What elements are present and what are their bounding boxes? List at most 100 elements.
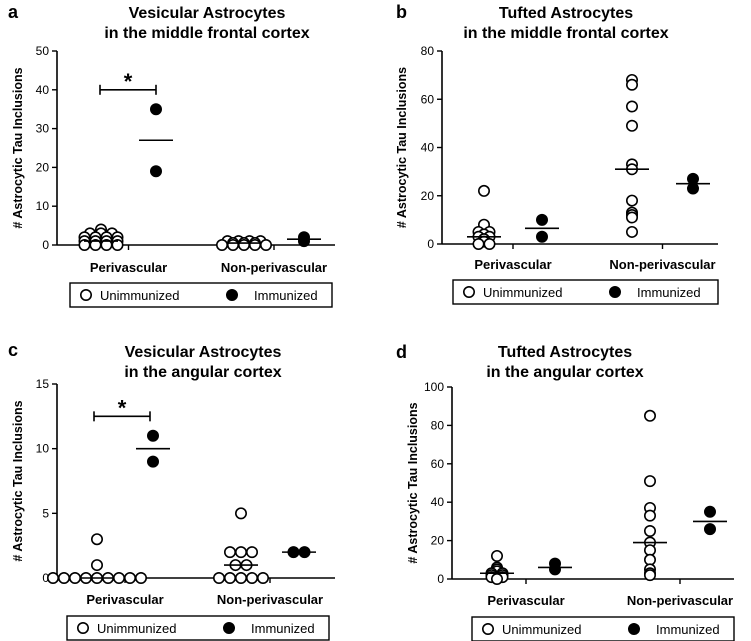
legend-marker-immunized bbox=[608, 285, 621, 298]
y-axis-label: # Astrocytic Tau Inclusions bbox=[11, 67, 25, 228]
data-point-unimmunized bbox=[625, 78, 638, 91]
data-point-immunized bbox=[150, 103, 163, 116]
y-tick-label: 0 bbox=[437, 572, 444, 586]
legend: Unimmunized Immunized bbox=[471, 616, 735, 641]
x-category-label: Perivascular bbox=[86, 592, 163, 607]
data-point-unimmunized bbox=[135, 571, 148, 584]
data-point-immunized bbox=[686, 182, 699, 195]
y-tick-label: 15 bbox=[36, 377, 50, 391]
data-point-immunized bbox=[535, 213, 548, 226]
data-point-unimmunized bbox=[91, 533, 104, 546]
y-axis-label: # Astrocytic Tau Inclusions bbox=[406, 402, 420, 563]
y-tick-label: 60 bbox=[431, 457, 445, 471]
data-point-immunized bbox=[703, 523, 716, 536]
data-point-unimmunized bbox=[643, 524, 656, 537]
data-point-unimmunized bbox=[490, 572, 503, 585]
data-point-unimmunized bbox=[224, 571, 237, 584]
data-point-immunized bbox=[548, 563, 561, 576]
data-point-unimmunized bbox=[111, 239, 124, 252]
chart-title-line1: Vesicular Astrocytes bbox=[129, 5, 286, 22]
chart-title-line1: Vesicular Astrocytes bbox=[125, 344, 282, 361]
legend-label-unimmunized: Unimmunized bbox=[100, 288, 179, 303]
panel-c: c Vesicular Astrocytes in the angular cort… bbox=[8, 340, 335, 641]
legend-label-unimmunized: Unimmunized bbox=[502, 622, 581, 637]
data-point-unimmunized bbox=[69, 571, 82, 584]
legend-label-unimmunized: Unimmunized bbox=[483, 285, 562, 300]
legend-box bbox=[69, 282, 333, 308]
x-category-label: Non-perivascular bbox=[221, 260, 327, 275]
legend-marker-immunized bbox=[226, 288, 239, 301]
data-point-unimmunized bbox=[643, 509, 656, 522]
y-tick-label: 10 bbox=[36, 199, 50, 213]
data-point-unimmunized bbox=[483, 238, 496, 251]
data-point-immunized bbox=[703, 505, 716, 518]
significance-star: * bbox=[118, 395, 127, 420]
data-point-unimmunized bbox=[113, 571, 126, 584]
legend-marker-unimmunized bbox=[80, 288, 93, 301]
legend: Unimmunized Immunized bbox=[452, 279, 719, 305]
y-tick-label: 20 bbox=[36, 160, 50, 174]
panel-letter: d bbox=[396, 342, 407, 362]
data-point-unimmunized bbox=[246, 571, 259, 584]
data-point-unimmunized bbox=[625, 194, 638, 207]
y-axis-label: # Astrocytic Tau Inclusions bbox=[11, 400, 25, 561]
chart-title-line2: in the middle frontal cortex bbox=[463, 25, 668, 42]
legend-marker-unimmunized bbox=[481, 622, 494, 635]
y-tick-label: 40 bbox=[421, 141, 435, 155]
y-tick-label: 50 bbox=[36, 44, 50, 58]
chart-title-line1: Tufted Astrocytes bbox=[498, 344, 632, 361]
data-point-unimmunized bbox=[124, 571, 137, 584]
data-point-immunized bbox=[297, 235, 310, 248]
y-tick-label: 80 bbox=[421, 44, 435, 58]
panel-letter: b bbox=[396, 2, 407, 22]
data-point-unimmunized bbox=[224, 546, 237, 559]
y-tick-label: 40 bbox=[36, 83, 50, 97]
data-point-unimmunized bbox=[238, 239, 251, 252]
data-point-unimmunized bbox=[643, 569, 656, 582]
x-category-label: Perivascular bbox=[474, 257, 551, 272]
data-point-unimmunized bbox=[643, 409, 656, 422]
data-point-unimmunized bbox=[625, 100, 638, 113]
data-point-unimmunized bbox=[477, 184, 490, 197]
significance-star: * bbox=[124, 69, 133, 94]
x-category-label: Perivascular bbox=[90, 260, 167, 275]
y-tick-label: 0 bbox=[427, 237, 434, 251]
data-point-unimmunized bbox=[235, 546, 248, 559]
legend-marker-unimmunized bbox=[462, 285, 475, 298]
data-point-unimmunized bbox=[227, 239, 240, 252]
panel-b: b Tufted Astrocytes in the middle frontal … bbox=[395, 2, 719, 305]
data-point-unimmunized bbox=[625, 119, 638, 132]
legend-marker-immunized bbox=[223, 621, 236, 634]
data-point-unimmunized bbox=[643, 475, 656, 488]
data-point-unimmunized bbox=[91, 559, 104, 572]
panel-d: d Tufted Astrocytes in the angular cortex #… bbox=[396, 342, 735, 641]
x-category-label: Non-perivascular bbox=[627, 593, 733, 608]
data-point-immunized bbox=[147, 429, 160, 442]
data-point-unimmunized bbox=[249, 239, 262, 252]
x-category-label: Perivascular bbox=[487, 593, 564, 608]
panel-letter: c bbox=[8, 340, 18, 360]
data-point-unimmunized bbox=[216, 239, 229, 252]
legend-marker-unimmunized bbox=[77, 621, 90, 634]
data-point-unimmunized bbox=[46, 571, 59, 584]
data-point-unimmunized bbox=[625, 225, 638, 238]
chart-title-line2: in the middle frontal cortex bbox=[104, 25, 309, 42]
y-tick-label: 10 bbox=[36, 442, 50, 456]
data-point-unimmunized bbox=[256, 571, 269, 584]
panel-letter: a bbox=[8, 2, 19, 22]
data-point-unimmunized bbox=[490, 549, 503, 562]
y-tick-label: 0 bbox=[42, 238, 49, 252]
legend-box bbox=[471, 616, 735, 641]
data-point-unimmunized bbox=[246, 546, 259, 559]
data-point-unimmunized bbox=[213, 571, 226, 584]
data-point-immunized bbox=[147, 455, 160, 468]
legend: Unimmunized Immunized bbox=[66, 615, 330, 641]
chart-title-line1: Tufted Astrocytes bbox=[499, 5, 633, 22]
data-point-unimmunized bbox=[625, 211, 638, 224]
legend-label-immunized: Immunized bbox=[656, 622, 720, 637]
y-tick-label: 40 bbox=[431, 495, 445, 509]
data-point-unimmunized bbox=[57, 571, 70, 584]
data-point-immunized bbox=[686, 172, 699, 185]
legend-label-immunized: Immunized bbox=[251, 621, 315, 636]
legend-marker-immunized bbox=[627, 622, 640, 635]
